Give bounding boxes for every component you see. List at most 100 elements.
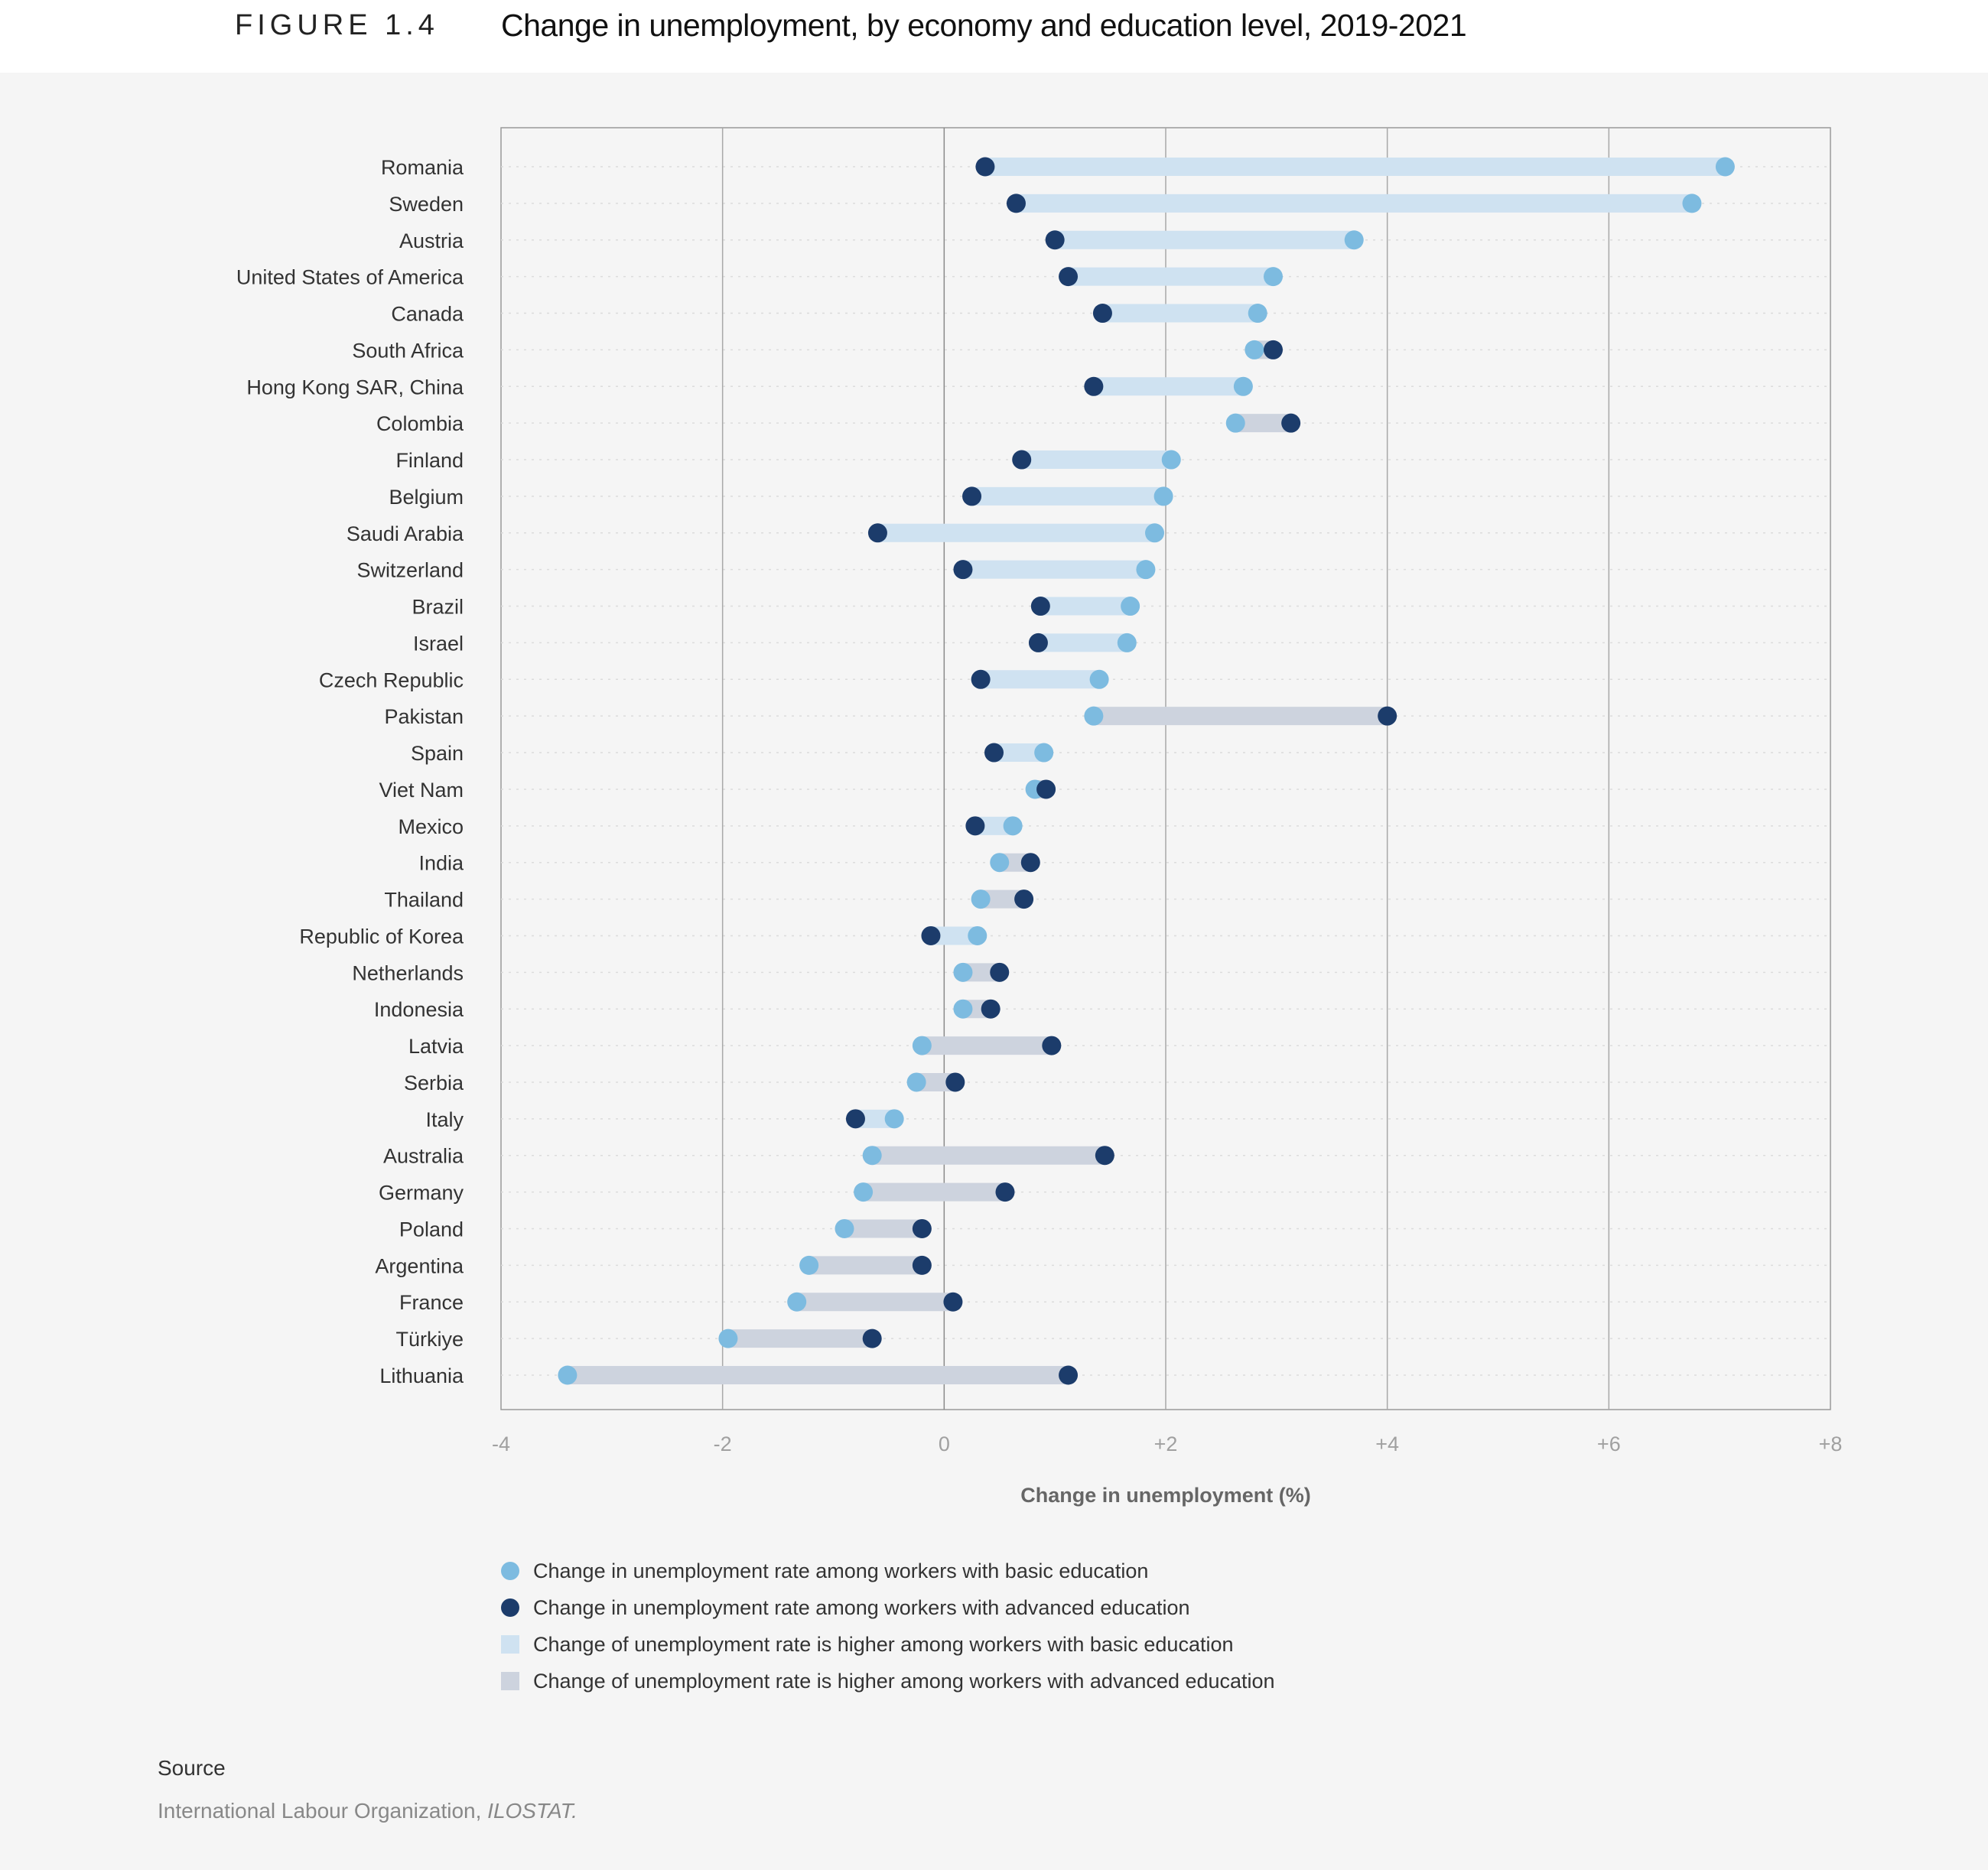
basic-education-point xyxy=(1089,669,1109,689)
advanced-education-point xyxy=(953,560,973,580)
advanced-bar-swatch-icon xyxy=(501,1672,519,1690)
advanced-education-point xyxy=(1020,853,1040,873)
legend-label: Change in unemployment rate among worker… xyxy=(533,1559,1149,1582)
advanced-education-point xyxy=(1281,413,1301,433)
category-label: Poland xyxy=(399,1218,464,1241)
category-label: Finland xyxy=(395,449,464,472)
category-label: Sweden xyxy=(389,193,464,216)
basic-education-point xyxy=(799,1255,819,1275)
advanced-education-point xyxy=(1263,340,1283,359)
category-label: Pakistan xyxy=(384,705,464,728)
category-label: Spain xyxy=(411,742,464,765)
basic-education-point xyxy=(1153,486,1173,506)
category-label: Lithuania xyxy=(379,1364,464,1387)
basic-education-point xyxy=(1121,597,1140,616)
legend-item-basic-dot: Change in unemployment rate among worker… xyxy=(501,1553,1275,1589)
legend-item-advanced-bar: Change of unemployment rate is higher am… xyxy=(501,1663,1275,1699)
advanced-education-point xyxy=(1042,1036,1062,1055)
advanced-education-point xyxy=(1084,376,1104,396)
category-label: Czech Republic xyxy=(319,668,464,691)
category-label: Hong Kong SAR, China xyxy=(246,376,464,398)
basic-education-point xyxy=(884,1109,904,1129)
advanced-education-point xyxy=(984,743,1004,763)
advanced-education-point xyxy=(975,157,995,177)
basic-education-point xyxy=(971,889,991,909)
advanced-education-point xyxy=(971,669,991,689)
category-label: Brazil xyxy=(412,596,464,619)
basic-education-point xyxy=(1245,340,1264,359)
category-label: Switzerland xyxy=(356,559,464,582)
advanced-education-point xyxy=(921,925,941,945)
basic-education-point xyxy=(1344,230,1364,250)
basic-education-point xyxy=(1682,194,1702,213)
source-dataset: ILOSTAT. xyxy=(487,1799,578,1823)
category-label: Türkiye xyxy=(395,1328,464,1351)
category-label: Mexico xyxy=(398,815,464,838)
chart-legend: Change in unemployment rate among worker… xyxy=(501,1553,1275,1699)
basic-education-point xyxy=(1233,376,1253,396)
basic-education-point xyxy=(912,1036,932,1055)
legend-label: Change of unemployment rate is higher am… xyxy=(533,1632,1234,1656)
category-label: Australia xyxy=(383,1145,464,1168)
basic-education-point xyxy=(1225,413,1245,433)
basic-education-point xyxy=(1117,633,1137,652)
basic-education-point xyxy=(1248,304,1267,324)
legend-item-advanced-dot: Change in unemployment rate among worker… xyxy=(501,1589,1275,1626)
category-label: Argentina xyxy=(375,1254,464,1277)
x-tick-label: +4 xyxy=(1375,1433,1399,1455)
advanced-education-point xyxy=(1092,304,1112,324)
basic-education-point xyxy=(1715,157,1735,177)
source-heading: Source xyxy=(158,1756,226,1780)
advanced-education-point xyxy=(943,1292,963,1312)
advanced-education-point xyxy=(867,523,887,543)
basic-education-point xyxy=(1136,560,1156,580)
advanced-education-point xyxy=(1059,267,1079,287)
advanced-education-point xyxy=(962,486,982,506)
category-label: Canada xyxy=(391,303,464,326)
basic-education-point xyxy=(1263,267,1283,287)
legend-label: Change of unemployment rate is higher am… xyxy=(533,1669,1275,1693)
basic-bar-swatch-icon xyxy=(501,1635,519,1654)
source-text: International Labour Organization, ILOST… xyxy=(158,1799,578,1823)
advanced-education-point xyxy=(995,1182,1015,1202)
category-label: United States of America xyxy=(236,266,464,289)
x-tick-label: -2 xyxy=(714,1433,732,1455)
basic-education-point xyxy=(862,1146,882,1166)
basic-education-point xyxy=(990,853,1010,873)
advanced-education-point xyxy=(912,1218,932,1238)
advanced-education-point xyxy=(1014,889,1034,909)
advanced-education-point xyxy=(1378,706,1397,726)
category-label: Latvia xyxy=(408,1035,464,1058)
legend-label: Change in unemployment rate among worker… xyxy=(533,1595,1190,1619)
category-label: France xyxy=(399,1291,464,1314)
basic-education-point xyxy=(787,1292,807,1312)
x-tick-label: +8 xyxy=(1819,1433,1843,1455)
category-label: Austria xyxy=(399,229,464,252)
x-tick-label: -4 xyxy=(492,1433,510,1455)
category-label: Netherlands xyxy=(352,961,464,984)
category-label: Italy xyxy=(425,1108,464,1131)
advanced-education-point xyxy=(1006,194,1026,213)
basic-education-point xyxy=(968,925,987,945)
advanced-education-point xyxy=(1012,450,1032,470)
category-label: South Africa xyxy=(352,339,464,362)
category-label: Romania xyxy=(381,156,464,179)
category-label: Belgium xyxy=(389,486,464,509)
basic-education-point xyxy=(953,999,973,1019)
category-label: India xyxy=(418,852,464,875)
category-label: Republic of Korea xyxy=(299,925,464,948)
category-label: Colombia xyxy=(376,412,464,435)
advanced-education-point xyxy=(965,816,985,836)
basic-education-point xyxy=(953,962,973,982)
source-org: International Labour Organization, xyxy=(158,1799,488,1823)
x-tick-label: 0 xyxy=(939,1433,950,1455)
basic-education-point xyxy=(854,1182,874,1202)
basic-education-point xyxy=(718,1329,738,1348)
basic-education-point xyxy=(558,1365,578,1385)
advanced-education-point xyxy=(945,1072,965,1092)
basic-education-point xyxy=(906,1072,926,1092)
advanced-education-point xyxy=(845,1109,865,1129)
legend-item-basic-bar: Change of unemployment rate is higher am… xyxy=(501,1626,1275,1663)
figure-label: FIGURE 1.4 xyxy=(235,9,439,41)
advanced-education-point xyxy=(862,1329,882,1348)
